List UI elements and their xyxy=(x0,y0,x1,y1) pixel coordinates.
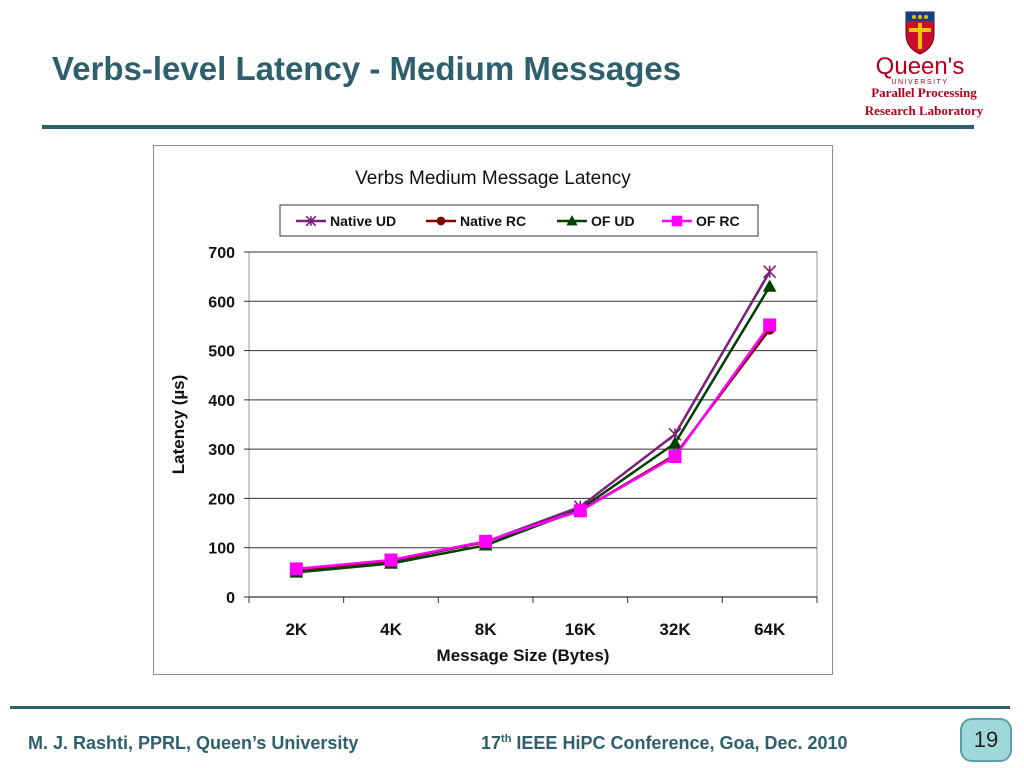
series-4-point-1 xyxy=(289,562,303,576)
y-tick-label-8: 700 xyxy=(208,245,235,262)
legend-label-1: Native UD xyxy=(330,213,396,229)
latency-chart: Verbs Medium Message Latency Native UD Nat… xyxy=(169,168,818,665)
x-tick-label-2: 4K xyxy=(380,620,402,639)
x-tick-label-4: 16K xyxy=(565,620,597,639)
slide-title: Verbs-level Latency - Medium Messages xyxy=(52,50,682,87)
legend-label-4: OF RC xyxy=(696,213,740,229)
plot-area xyxy=(248,251,818,598)
x-tick-label-6: 64K xyxy=(754,620,786,639)
lab-name-line2: Research Laboratory xyxy=(864,103,984,118)
legend-marker-2 xyxy=(436,216,446,226)
x-tick-label-3: 8K xyxy=(475,620,497,639)
legend-label-2: Native RC xyxy=(460,213,526,229)
series-4-point-4 xyxy=(573,504,587,518)
x-axis-title: Message Size (Bytes) xyxy=(437,646,610,665)
chart-frame: Verbs Medium Message Latency Native UD Nat… xyxy=(153,145,833,675)
legend-marker-3 xyxy=(566,215,578,226)
footer-conference-ordinal: 17 xyxy=(481,733,502,753)
queens-university-logo: Queen's UNIVERSITY xyxy=(868,8,972,92)
footer-conference: 17th IEEE HiPC Conference, Goa, Dec. 201… xyxy=(481,733,848,754)
series-line-4 xyxy=(296,324,771,571)
university-crest-icon: Queen's UNIVERSITY xyxy=(868,8,972,92)
series-1-point-6 xyxy=(763,265,777,279)
x-tick-label-1: 2K xyxy=(285,620,307,639)
series-3-point-5 xyxy=(668,436,682,449)
series-4-point-5 xyxy=(668,450,682,464)
footer-conference-name: IEEE HiPC Conference, Goa, Dec. 2010 xyxy=(511,733,848,753)
footer-conference-ordinal-suffix: th xyxy=(501,733,512,745)
series-4-point-3 xyxy=(479,534,493,548)
y-tick-label-6: 500 xyxy=(208,344,235,361)
logo-wordmark: Queen's xyxy=(876,53,965,80)
footer-divider xyxy=(10,706,1010,709)
title-divider xyxy=(42,125,974,129)
lab-name-line1: Parallel Processing xyxy=(871,85,977,100)
y-tick-label-5: 400 xyxy=(208,393,235,410)
chart-title: Verbs Medium Message Latency xyxy=(355,168,631,189)
footer-author: M. J. Rashti, PPRL, Queen’s University xyxy=(28,733,359,753)
legend-marker-4 xyxy=(671,215,683,227)
lab-name: Parallel Processing Research Laboratory xyxy=(846,84,1002,120)
y-axis-title: Latency (µs) xyxy=(169,375,188,475)
y-tick-label-1: 0 xyxy=(226,590,235,607)
y-tick-label-3: 200 xyxy=(208,491,235,508)
legend-marker-1 xyxy=(305,215,317,227)
series-3-point-6 xyxy=(762,279,777,292)
legend-label-3: OF UD xyxy=(591,213,635,229)
logo-subtext: UNIVERSITY xyxy=(891,79,948,86)
y-tick-label-4: 300 xyxy=(208,442,235,459)
series-4-point-6 xyxy=(763,318,777,332)
page-number: 19 xyxy=(960,718,1012,762)
y-tick-label-2: 100 xyxy=(208,541,235,558)
y-tick-label-7: 600 xyxy=(208,294,235,311)
series-4-point-2 xyxy=(384,553,398,567)
x-tick-label-5: 32K xyxy=(659,620,691,639)
